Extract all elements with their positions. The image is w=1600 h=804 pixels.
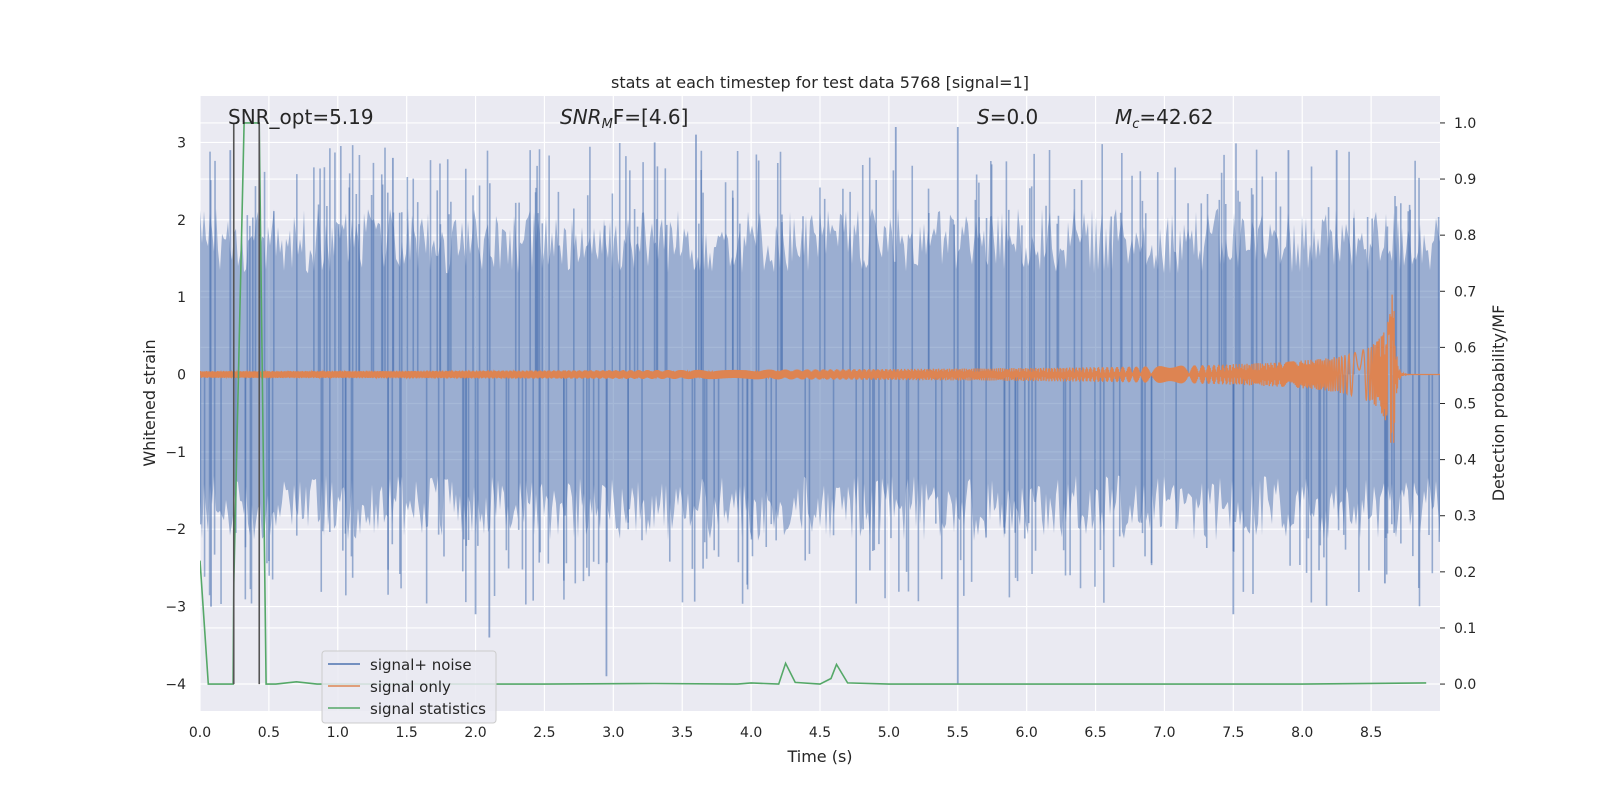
legend-box: [321, 650, 497, 724]
y-right-tick-label: 0.1: [1454, 621, 1476, 637]
s-annotation: S=0.0: [977, 105, 1038, 129]
signal-statistics-line: [200, 122, 1427, 685]
y-right-axis-label: Detection probability/MF: [1489, 305, 1508, 502]
y-tick-label: 2: [177, 213, 186, 229]
y-tick-label: −2: [165, 522, 186, 538]
x-axis-ticks: 0.0 0.5 1.0 1.5 2.0 2.5 3.0 3.5 4.0 4.5 5.0 5.5 6.0 6…: [189, 725, 1382, 741]
x-tick-label: 0.5: [258, 725, 280, 741]
x-tick-label: 6.5: [1084, 725, 1106, 741]
y-tick-label: −1: [165, 445, 186, 461]
y-tick-label: 1: [177, 290, 186, 306]
x-tick-label: 2.5: [533, 725, 555, 741]
legend-label-statistics: signal statistics: [370, 700, 486, 718]
x-tick-label: 2.0: [464, 725, 486, 741]
y-right-tick-label: 1.0: [1454, 116, 1476, 132]
x-tick-label: 6.0: [1016, 725, 1038, 741]
x-tick-label: 5.0: [878, 725, 900, 741]
x-tick-label: 1.0: [327, 725, 349, 741]
y-right-tick-label: 0.6: [1454, 340, 1476, 356]
x-tick-label: 8.5: [1360, 725, 1382, 741]
vertical-markers: [232, 122, 261, 685]
snr-opt-annotation: SNR_opt=5.19: [228, 105, 374, 129]
x-tick-label: 3.5: [671, 725, 693, 741]
y-right-tick-label: 0.0: [1454, 677, 1476, 693]
mc-annotation: Mc=42.62: [1115, 105, 1213, 132]
legend-label-noise: signal+ noise: [370, 656, 472, 674]
y-right-axis-ticks: 0.0 0.1 0.2 0.3 0.4 0.5 0.6 0.7 0.8 0.9 1.0: [1440, 116, 1476, 693]
legend: signal+ noise signal only signal statist…: [321, 650, 497, 724]
x-axis-label: Time (s): [786, 747, 852, 766]
x-tick-label: 3.0: [602, 725, 624, 741]
y-tick-label: −4: [165, 677, 186, 693]
plot-area: [200, 122, 1440, 685]
y-tick-label: 3: [177, 135, 186, 151]
x-tick-label: 7.5: [1222, 725, 1244, 741]
y-tick-label: −3: [165, 600, 186, 616]
y-right-tick-label: 0.3: [1454, 509, 1476, 525]
x-tick-label: 0.0: [189, 725, 211, 741]
x-tick-label: 4.0: [740, 725, 762, 741]
legend-label-signal: signal only: [370, 678, 451, 696]
x-tick-label: 7.0: [1153, 725, 1175, 741]
x-tick-label: 5.5: [947, 725, 969, 741]
chart-title: stats at each timestep for test data 576…: [611, 73, 1029, 92]
x-tick-label: 8.0: [1291, 725, 1313, 741]
noise-spikes: [200, 126, 1440, 684]
y-right-tick-label: 0.4: [1454, 453, 1476, 469]
y-tick-label: 0: [177, 367, 186, 383]
y-right-tick-label: 0.9: [1454, 172, 1476, 188]
y-axis-label: Whitened strain: [140, 339, 159, 466]
x-tick-label: 1.5: [396, 725, 418, 741]
signal-only-line: [200, 294, 1440, 443]
y-right-tick-label: 0.8: [1454, 228, 1476, 244]
y-right-tick-label: 0.2: [1454, 565, 1476, 581]
x-tick-label: 4.5: [809, 725, 831, 741]
snr-mf-annotation: SNRMF=[4.6]: [560, 105, 688, 132]
y-right-tick-label: 0.7: [1454, 284, 1476, 300]
y-axis-ticks: −4 −3 −2 −1 0 1 2 3: [165, 135, 186, 693]
y-right-tick-label: 0.5: [1454, 397, 1476, 413]
